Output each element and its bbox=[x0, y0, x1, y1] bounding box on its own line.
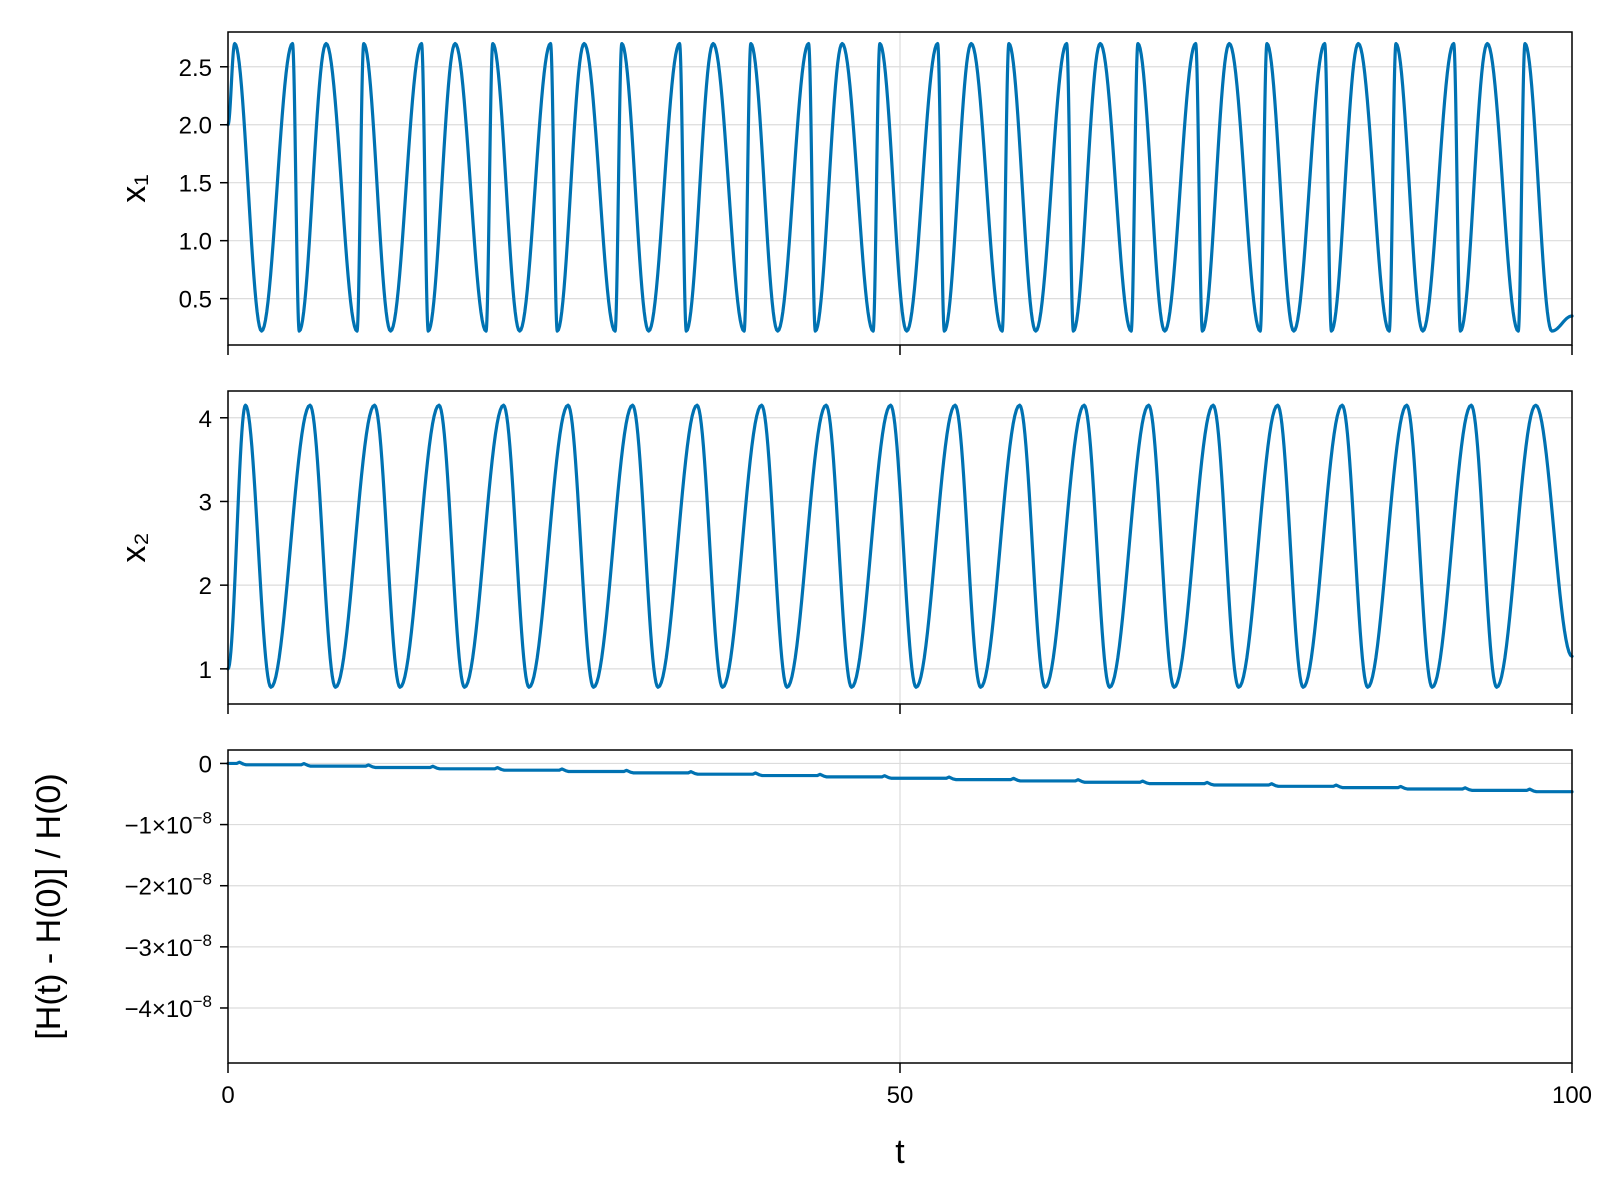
y-tick-label: −3×10−8 bbox=[125, 931, 212, 962]
series-line bbox=[226, 403, 1574, 689]
y-tick-label: 3 bbox=[199, 489, 212, 516]
y-tick-label: 0 bbox=[199, 751, 212, 778]
series-line bbox=[226, 760, 1574, 794]
y-tick-label: 2.0 bbox=[179, 113, 212, 140]
x-axis-label: t bbox=[895, 1133, 905, 1171]
y-tick-label: −1×10−8 bbox=[125, 809, 212, 840]
y-tick-label: 1.0 bbox=[179, 229, 212, 256]
y-axis-label: [H(t) - H(0)] / H(0) bbox=[30, 773, 68, 1039]
y-tick-label: −2×10−8 bbox=[125, 870, 212, 901]
y-tick-label: 2.5 bbox=[179, 55, 212, 82]
y-tick-label: 2 bbox=[199, 573, 212, 600]
x-tick-label: 0 bbox=[221, 1082, 234, 1109]
y-tick-label: 0.5 bbox=[179, 287, 212, 314]
y-tick-label: 1.5 bbox=[179, 171, 212, 198]
y-tick-label: 1 bbox=[199, 657, 212, 684]
series-line bbox=[226, 41, 1574, 333]
panel-2: 1 2 3 4 x₂ bbox=[115, 390, 1574, 714]
y-tick-label: −4×10−8 bbox=[125, 992, 212, 1023]
y-axis-label: x₁ bbox=[115, 174, 153, 202]
x-tick-label: 50 bbox=[887, 1082, 914, 1109]
y-tick-label: 4 bbox=[199, 406, 212, 433]
panel-3: 0 −1×10−8 −2×10−8 −3×10−8 −4×10−8 0 50 100 [H(t)… bbox=[30, 749, 1592, 1171]
x-tick-label: 100 bbox=[1552, 1082, 1592, 1109]
panel-1: 0.5 1.0 1.5 2.0 2.5 x₁ bbox=[115, 31, 1574, 355]
y-axis-label: x₂ bbox=[115, 532, 153, 562]
